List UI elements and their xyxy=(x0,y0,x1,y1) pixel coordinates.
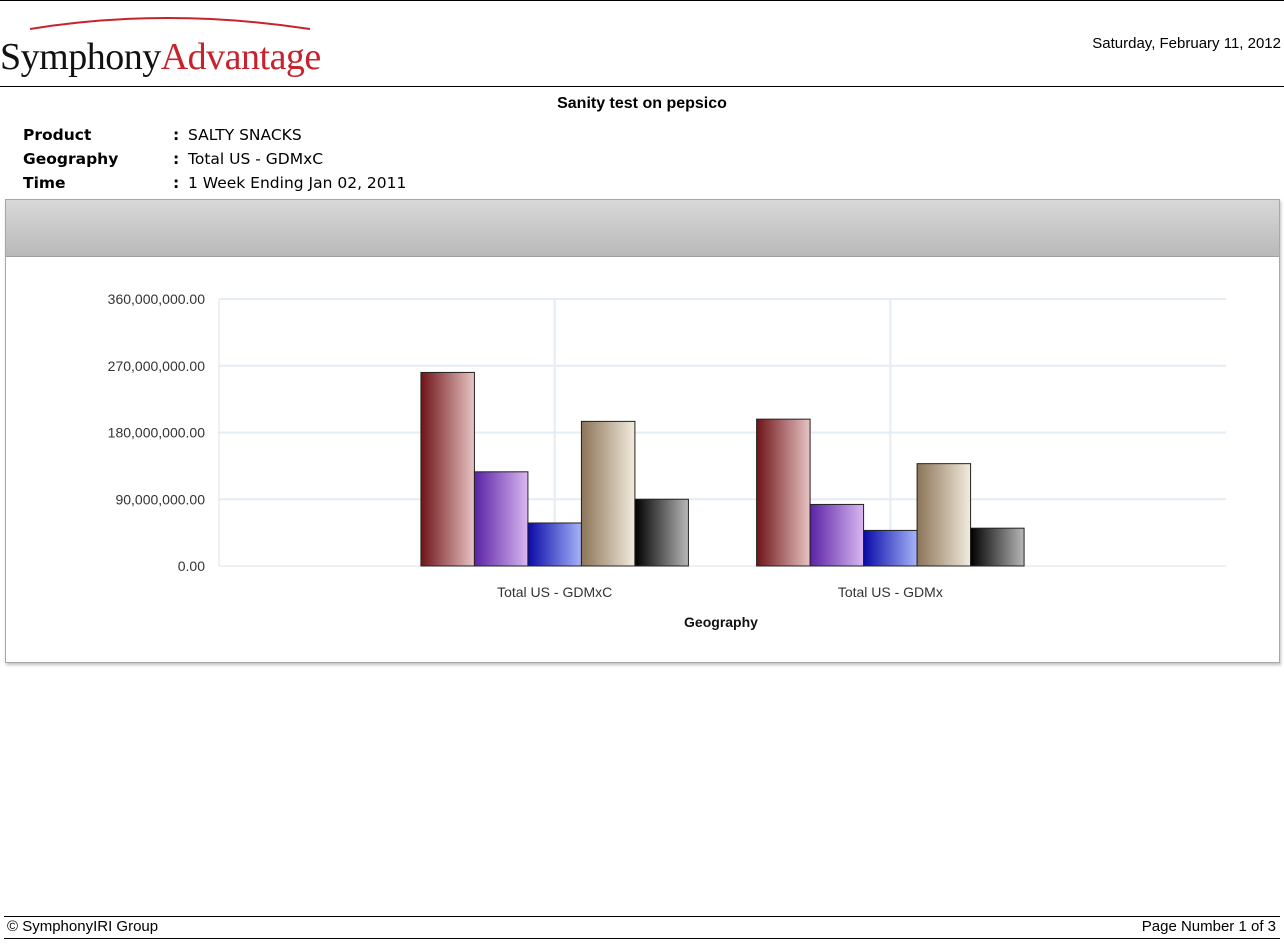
report-header: SymphonyAdvantage Saturday, February 11,… xyxy=(0,1,1284,86)
filter-value: SALTY SNACKS xyxy=(188,126,302,144)
x-tick-label: Total US - GDMxC xyxy=(497,584,612,600)
report-title: Sanity test on pepsico xyxy=(557,95,727,112)
footer-copyright: © SymphonyIRI Group xyxy=(7,918,159,935)
bar xyxy=(634,498,689,567)
x-tick-label: Total US - GDMx xyxy=(838,584,943,600)
y-tick-label: 270,000,000.00 xyxy=(108,358,206,374)
report-date: Saturday, February 11, 2012 xyxy=(1092,35,1281,52)
filter-label: Product xyxy=(23,126,92,144)
x-axis-title: Geography xyxy=(684,614,758,630)
filter-value: 1 Week Ending Jan 02, 2011 xyxy=(188,174,407,192)
filter-colon: : xyxy=(173,150,180,168)
header-divider xyxy=(0,86,1284,87)
bar xyxy=(863,529,918,567)
bar xyxy=(580,420,636,567)
logo-arc-icon xyxy=(29,17,311,30)
symphony-advantage-logo: SymphonyAdvantage xyxy=(0,9,330,79)
filter-value: Total US - GDMxC xyxy=(188,150,324,168)
filter-colon: : xyxy=(173,174,180,192)
footer-divider-top xyxy=(4,916,1280,917)
y-tick-label: 90,000,000.00 xyxy=(115,491,205,507)
y-tick-label: 0.00 xyxy=(178,558,205,574)
bar xyxy=(756,418,811,567)
bar-chart: 0.00 90,000,000.00 180,000,000.00 270,000,0… xyxy=(108,291,1226,630)
page-border-top xyxy=(0,0,1284,1)
bar xyxy=(473,471,529,567)
bar xyxy=(809,503,865,567)
chart-panel: 0.00 90,000,000.00 180,000,000.00 270,000,0… xyxy=(5,199,1280,663)
filter-label: Time xyxy=(23,174,66,192)
chart-panel-header xyxy=(6,200,1279,257)
footer-divider-bottom xyxy=(4,938,1280,939)
y-tick-label: 360,000,000.00 xyxy=(108,291,206,307)
logo-wordmark: SymphonyAdvantage xyxy=(0,36,321,78)
bar xyxy=(420,371,475,567)
bar xyxy=(527,522,582,567)
bar xyxy=(970,527,1025,567)
y-tick-label: 180,000,000.00 xyxy=(108,425,206,441)
footer-page-number: Page Number 1 of 3 xyxy=(1141,918,1276,935)
filter-label: Geography xyxy=(23,150,119,168)
bar xyxy=(916,463,972,567)
filter-colon: : xyxy=(173,126,180,144)
